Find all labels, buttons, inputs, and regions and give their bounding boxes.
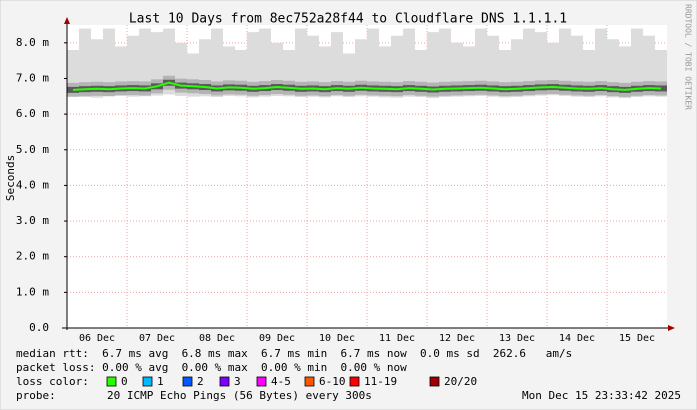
stats-line: packet loss: 0.00 % avg 0.00 % max 0.00 …: [16, 361, 407, 374]
legend-swatch: [142, 376, 153, 387]
x-tick-label: 13 Dec: [499, 333, 535, 344]
smoke: [211, 28, 223, 98]
smoke: [439, 28, 451, 98]
smoke: [631, 28, 643, 98]
legend-label: 4-5: [271, 375, 291, 388]
legend-swatch: [106, 376, 117, 387]
smoke: [295, 28, 307, 98]
smoke: [103, 28, 115, 97]
legend-swatch: [256, 376, 267, 387]
x-tick-label: 11 Dec: [379, 333, 415, 344]
smoke: [247, 32, 259, 98]
x-tick-label: 09 Dec: [259, 333, 295, 344]
smoke: [259, 28, 271, 97]
loss-title: loss color:: [16, 375, 89, 388]
smoke: [79, 28, 91, 98]
legend-swatch: [182, 376, 193, 387]
probe-title: probe:: [16, 389, 56, 402]
x-tick-label: 12 Dec: [439, 333, 475, 344]
legend-swatch: [429, 376, 440, 387]
smoke: [475, 28, 487, 96]
chart-title: Last 10 Days from 8ec752a28f44 to Cloudf…: [129, 12, 567, 27]
smoke: [367, 28, 379, 97]
legend-label: 11-19: [364, 375, 397, 388]
smoke: [523, 28, 535, 97]
smoke: [427, 32, 439, 99]
legend-label: 1: [157, 375, 164, 388]
watermark: RRDTOOL / TOBI OETIKER: [684, 4, 693, 110]
y-axis-title: Seconds: [4, 155, 17, 201]
smoke: [307, 35, 319, 97]
y-tick-label: 4.0 m: [16, 178, 49, 191]
x-axis-arrow: [668, 325, 675, 331]
legend-swatch: [304, 376, 315, 387]
smoke: [559, 28, 571, 96]
legend-label: 0: [121, 375, 128, 388]
x-tick-label: 10 Dec: [319, 333, 355, 344]
legend-label: 6-10: [319, 375, 346, 388]
y-tick-label: 1.0 m: [16, 285, 49, 298]
median-line: [72, 81, 662, 91]
smoke: [403, 28, 415, 97]
y-tick-label: 5.0 m: [16, 143, 49, 156]
y-tick-label: 0.0: [29, 321, 49, 334]
legend-label: 3: [234, 375, 241, 388]
legend-swatch: [219, 376, 230, 387]
smoke: [487, 35, 499, 97]
y-axis-arrow: [64, 17, 70, 24]
y-tick-label: 6.0 m: [16, 107, 49, 120]
legend-label: 20/20: [444, 375, 477, 388]
smoke: [595, 28, 607, 97]
smoke: [535, 32, 547, 96]
y-tick-label: 2.0 m: [16, 250, 49, 263]
probe: 20 ICMP Echo Pings (56 Bytes) every 300s: [107, 389, 372, 402]
x-tick-label: 15 Dec: [619, 333, 655, 344]
x-tick-label: 14 Dec: [559, 333, 595, 344]
x-tick-label: 08 Dec: [199, 333, 235, 344]
y-tick-label: 3.0 m: [16, 214, 49, 227]
smoke: [139, 28, 151, 97]
smoke: [571, 35, 583, 97]
stats-line: median rtt: 6.7 ms avg 6.8 ms max 6.7 ms…: [16, 347, 572, 360]
marks: [67, 28, 667, 99]
y-tick-label: 7.0 m: [16, 71, 49, 84]
y-tick-label: 8.0 m: [16, 36, 49, 49]
x-tick-label: 06 Dec: [79, 333, 115, 344]
smoke: [331, 32, 343, 97]
legend-swatch: [349, 376, 360, 387]
x-tick-label: 07 Dec: [139, 333, 175, 344]
labels: 0.0 1.0 m 2.0 m 3.0 m 4.0 m 5.0 m 6.0 m 7.0 m 8.…: [16, 36, 655, 344]
legend-label: 2: [197, 375, 204, 388]
timestamp: Mon Dec 15 23:33:42 2025: [522, 389, 681, 402]
